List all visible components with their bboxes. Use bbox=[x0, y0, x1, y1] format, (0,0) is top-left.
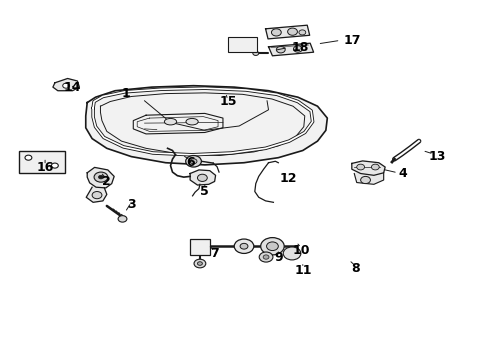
Text: 13: 13 bbox=[428, 150, 446, 163]
Text: 8: 8 bbox=[351, 262, 360, 275]
Circle shape bbox=[276, 46, 285, 53]
Circle shape bbox=[197, 262, 202, 265]
Circle shape bbox=[294, 46, 302, 52]
Circle shape bbox=[283, 247, 301, 260]
Text: 9: 9 bbox=[274, 251, 283, 264]
Text: 17: 17 bbox=[343, 34, 361, 47]
Bar bbox=[19, 151, 65, 173]
Circle shape bbox=[51, 163, 58, 168]
Text: 11: 11 bbox=[294, 264, 312, 277]
Circle shape bbox=[267, 242, 278, 251]
Polygon shape bbox=[352, 161, 385, 175]
Text: 18: 18 bbox=[291, 41, 309, 54]
Circle shape bbox=[253, 51, 259, 55]
Circle shape bbox=[240, 243, 248, 249]
Polygon shape bbox=[53, 78, 79, 91]
Circle shape bbox=[190, 159, 197, 164]
Circle shape bbox=[194, 259, 206, 268]
Polygon shape bbox=[86, 187, 107, 202]
Circle shape bbox=[234, 239, 254, 253]
Ellipse shape bbox=[164, 118, 176, 125]
Text: 5: 5 bbox=[200, 185, 209, 198]
Circle shape bbox=[263, 255, 269, 259]
Circle shape bbox=[98, 175, 103, 179]
Polygon shape bbox=[266, 25, 310, 39]
Circle shape bbox=[197, 174, 207, 181]
Circle shape bbox=[357, 164, 365, 170]
Circle shape bbox=[361, 176, 370, 184]
Circle shape bbox=[63, 83, 70, 88]
Text: 3: 3 bbox=[127, 198, 136, 211]
Text: 1: 1 bbox=[122, 87, 131, 100]
Circle shape bbox=[186, 156, 201, 167]
Text: 14: 14 bbox=[64, 81, 81, 94]
Text: 2: 2 bbox=[102, 175, 111, 188]
Text: 6: 6 bbox=[186, 156, 195, 169]
Circle shape bbox=[261, 238, 284, 255]
Polygon shape bbox=[354, 173, 384, 184]
Text: 10: 10 bbox=[293, 244, 310, 257]
Bar bbox=[228, 37, 257, 52]
Polygon shape bbox=[87, 167, 114, 188]
Circle shape bbox=[259, 252, 273, 262]
Polygon shape bbox=[269, 43, 314, 56]
Polygon shape bbox=[86, 86, 327, 165]
Text: 16: 16 bbox=[36, 161, 54, 174]
Polygon shape bbox=[190, 170, 216, 185]
Circle shape bbox=[94, 172, 108, 182]
Circle shape bbox=[371, 164, 379, 170]
Text: 4: 4 bbox=[398, 167, 407, 180]
Circle shape bbox=[299, 30, 306, 35]
Ellipse shape bbox=[186, 118, 198, 125]
Circle shape bbox=[288, 28, 297, 35]
Circle shape bbox=[271, 29, 281, 36]
Circle shape bbox=[118, 216, 127, 222]
Text: 15: 15 bbox=[219, 95, 237, 108]
Bar bbox=[190, 239, 210, 255]
Circle shape bbox=[25, 155, 32, 160]
Text: 12: 12 bbox=[279, 172, 297, 185]
Circle shape bbox=[92, 192, 102, 199]
Text: 7: 7 bbox=[210, 247, 219, 260]
